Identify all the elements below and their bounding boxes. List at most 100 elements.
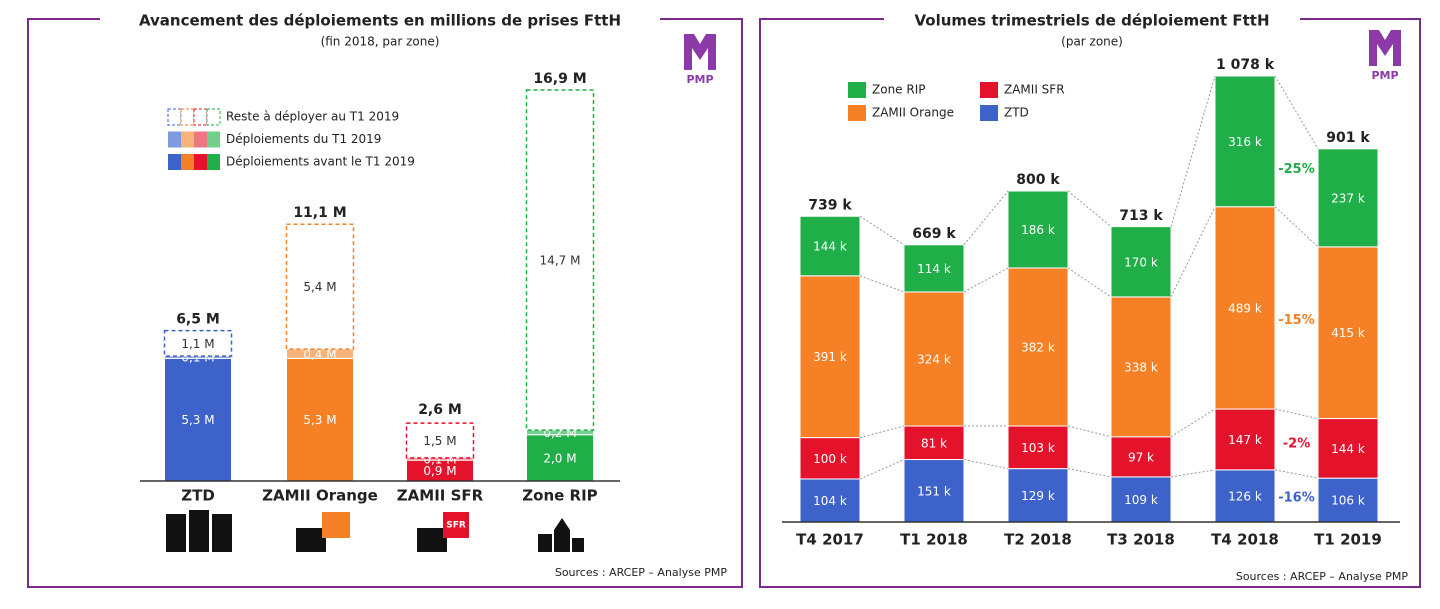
connector — [1170, 469, 1216, 478]
value-label: 81 k — [921, 436, 947, 450]
legend-swatch — [180, 108, 195, 126]
connector — [1170, 206, 1216, 298]
x-tick-label: T1 2018 — [900, 531, 968, 549]
chart-subtitle: (fin 2018, par zone) — [321, 35, 440, 49]
legend-swatch — [181, 131, 194, 148]
bar-segment — [1317, 418, 1379, 479]
chart-title: Avancement des déploiements en millions … — [139, 12, 621, 30]
bar-segment — [164, 357, 232, 482]
connector — [1067, 190, 1112, 227]
value-label: 129 k — [1021, 489, 1055, 503]
value-label: 382 k — [1021, 340, 1055, 354]
value-label: 316 k — [1228, 135, 1262, 149]
connector — [1170, 75, 1216, 227]
legend-label: Zone RIP — [872, 83, 925, 97]
icon-sfr: SFR — [417, 512, 469, 552]
icon-ztd — [166, 510, 232, 552]
bar-segment — [1317, 246, 1379, 420]
legend-swatch — [206, 108, 221, 126]
bar-segment — [799, 275, 861, 439]
logo-text: PMP — [1371, 69, 1398, 82]
value-label: 237 k — [1331, 191, 1365, 205]
value-label: 106 k — [1331, 494, 1365, 508]
title-bg — [884, 8, 1300, 32]
value-label: 147 k — [1228, 433, 1262, 447]
value-label: 100 k — [813, 452, 847, 466]
legend-label: Déploiements avant le T1 2019 — [226, 155, 415, 169]
connector — [859, 459, 905, 480]
value-label: 324 k — [917, 352, 951, 366]
bar-segment — [903, 244, 965, 293]
source: Sources : ARCEP – Analyse PMP — [555, 566, 728, 579]
connector — [1067, 468, 1112, 478]
bar-segment — [163, 329, 233, 357]
value-label: 151 k — [917, 484, 951, 498]
value-label: 0,9 M — [423, 464, 456, 478]
logo: PMP — [684, 34, 716, 86]
logo: PMP — [1369, 30, 1401, 82]
annotation: -15% — [1278, 313, 1315, 328]
sfr-logo-text: SFR — [446, 521, 466, 531]
legend-label: ZAMII Orange — [872, 106, 954, 120]
x-tick-label: ZTD — [181, 487, 215, 505]
source: Sources : ARCEP – Analyse PMP — [1236, 570, 1409, 583]
legend-swatch — [168, 131, 181, 148]
value-label: 0,4 M — [303, 347, 336, 361]
value-label: 114 k — [917, 262, 951, 276]
legend-swatch — [193, 108, 208, 126]
connector — [963, 459, 1009, 470]
legend-swatch — [980, 105, 998, 121]
legend-swatch — [848, 82, 866, 98]
value-label: 144 k — [1331, 442, 1365, 456]
connector — [859, 425, 905, 439]
connector — [963, 267, 1009, 293]
legend-label: Déploiements du T1 2019 — [226, 132, 381, 146]
x-tick-label: T3 2018 — [1107, 531, 1175, 549]
bar-segment — [1214, 206, 1276, 410]
total-label: 669 k — [912, 226, 956, 242]
bar-segment — [903, 291, 965, 427]
bar-segment — [526, 434, 594, 482]
bar-segment — [1110, 296, 1172, 438]
connector — [1274, 408, 1319, 420]
value-label: 5,3 M — [303, 413, 336, 427]
connector — [1274, 75, 1319, 150]
x-tick-label: Zone RIP — [522, 487, 597, 505]
x-tick-label: T4 2018 — [1211, 531, 1279, 549]
value-label: 126 k — [1228, 489, 1262, 503]
value-label: 109 k — [1124, 493, 1158, 507]
bar-segment — [405, 422, 475, 459]
value-label: 104 k — [813, 494, 847, 508]
value-label: 391 k — [813, 350, 847, 364]
value-label: 489 k — [1228, 301, 1262, 315]
value-label: 1,1 M — [181, 337, 214, 351]
connector — [1274, 206, 1319, 248]
total-label: 901 k — [1326, 130, 1370, 146]
bar-segment — [1214, 469, 1276, 523]
legend-label: ZTD — [1004, 106, 1029, 120]
total-label: 739 k — [808, 197, 852, 213]
total-label: 6,5 M — [176, 312, 220, 328]
legend-swatch — [167, 108, 182, 126]
bar-segment — [1007, 425, 1069, 470]
bar-segment — [285, 223, 355, 350]
value-label: 5,3 M — [181, 413, 214, 427]
value-label: 1,5 M — [423, 434, 456, 448]
legend-swatch — [194, 131, 207, 148]
bar-segment — [903, 459, 965, 523]
value-label: 103 k — [1021, 441, 1055, 455]
legend-label: ZAMII SFR — [1004, 83, 1065, 97]
bar-segment — [799, 437, 861, 480]
value-label: 97 k — [1128, 450, 1154, 464]
legend-swatch — [848, 105, 866, 121]
total-label: 2,6 M — [418, 402, 462, 418]
value-label: 170 k — [1124, 255, 1158, 269]
panel-left — [27, 18, 743, 588]
logo-text: PMP — [686, 73, 713, 86]
total-label: 16,9 M — [533, 71, 586, 87]
connector — [1170, 408, 1216, 438]
bar-segment — [1007, 190, 1069, 269]
legend-swatch — [980, 82, 998, 98]
total-label: 11,1 M — [293, 205, 346, 221]
connector — [859, 275, 905, 293]
